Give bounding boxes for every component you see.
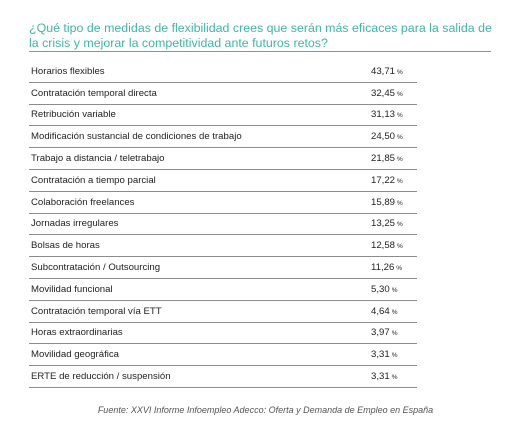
percent-unit: %	[391, 286, 398, 294]
row-label: Colaboración freelances	[29, 191, 371, 214]
table-row: Trabajo a distancia / teletrabajo 21,85%	[29, 147, 417, 170]
percent-unit: %	[391, 352, 398, 360]
row-label: Movilidad funcional	[29, 278, 371, 301]
row-label: ERTE de reducción / suspensión	[29, 365, 371, 388]
title-underline	[29, 51, 491, 52]
percent-unit: %	[397, 199, 403, 207]
row-value-cell: 17,22%	[371, 169, 417, 192]
table-row: Colaboración freelances 15,89%	[29, 191, 417, 214]
percent-unit: %	[391, 374, 398, 382]
percent-unit: %	[397, 68, 403, 76]
row-value-cell: 13,25%	[371, 213, 417, 236]
results-table-body: Horarios flexibles 43,71% Contratación tem…	[29, 61, 417, 388]
row-label: Retribución variable	[29, 104, 371, 127]
row-value-cell: 24,50%	[371, 125, 417, 149]
row-value-cell: 3,97%	[371, 322, 417, 345]
row-label: Trabajo a distancia / teletrabajo	[29, 147, 371, 170]
percent-unit: %	[391, 308, 398, 316]
source-note: Fuente: XXVI Informe Infoempleo Adecco: …	[97, 405, 434, 415]
table-row: Movilidad geográfica 3,31%	[29, 343, 417, 367]
table-row: Subcontratación / Outsourcing 11,26%	[29, 256, 417, 279]
row-value-cell: 3,31%	[371, 365, 417, 388]
results-table: Horarios flexibles 43,71% Contratación tem…	[29, 61, 417, 388]
row-value: 32,45	[371, 87, 396, 99]
row-value-cell: 5,30%	[371, 278, 417, 301]
percent-unit: %	[391, 330, 398, 338]
row-value: 43,71	[371, 65, 396, 77]
row-value: 13,25	[371, 218, 396, 230]
row-label: Contratación temporal directa	[29, 82, 371, 105]
table-row: Retribución variable 31,13%	[29, 104, 417, 127]
row-label: Horarios flexibles	[29, 61, 371, 83]
percent-unit: %	[397, 112, 403, 120]
row-value: 5,30	[371, 283, 390, 295]
row-value: 31,13	[371, 109, 396, 121]
row-value: 3,31	[371, 371, 390, 383]
chart-title: ¿Qué tipo de medidas de flexibilidad cre…	[29, 21, 492, 50]
row-value: 15,89	[371, 196, 396, 208]
row-value-cell: 12,58%	[371, 234, 417, 258]
row-value-cell: 31,13%	[371, 104, 417, 127]
percent-unit: %	[396, 265, 403, 273]
table-row: Contratación a tiempo parcial 17,22%	[29, 169, 417, 192]
row-label: Movilidad geográfica	[29, 343, 371, 367]
row-value: 3,97	[371, 327, 390, 339]
row-value-cell: 32,45%	[371, 82, 417, 105]
row-label: Contratación a tiempo parcial	[29, 169, 371, 192]
row-value: 3,31	[371, 349, 390, 361]
row-value-cell: 3,31%	[371, 343, 417, 367]
row-value: 11,26	[371, 262, 395, 274]
table-row: Movilidad funcional 5,30%	[29, 278, 417, 301]
row-value-cell: 15,89%	[371, 191, 417, 214]
row-value-cell: 11,26%	[371, 256, 417, 279]
row-value: 17,22	[371, 174, 396, 186]
table-row: Jornadas irregulares 13,25%	[29, 213, 417, 236]
row-value: 4,64	[371, 305, 390, 317]
row-label: Contratación temporal vía ETT	[29, 300, 371, 323]
row-label: Jornadas irregulares	[29, 213, 371, 236]
row-value-cell: 43,71%	[371, 61, 417, 83]
row-value: 21,85	[371, 153, 396, 165]
row-value: 24,50	[371, 131, 396, 143]
percent-unit: %	[397, 90, 403, 98]
table-row: Horas extraordinarias 3,97%	[29, 322, 417, 345]
table-row: Bolsas de horas 12,58%	[29, 234, 417, 258]
table-row: Contratación temporal directa 32,45%	[29, 82, 417, 105]
table-row: Modificación sustancial de condiciones d…	[29, 125, 417, 149]
row-label: Bolsas de horas	[29, 234, 371, 258]
percent-unit: %	[397, 156, 403, 164]
percent-unit: %	[397, 221, 403, 229]
percent-unit: %	[397, 134, 403, 142]
table-row: Horarios flexibles 43,71%	[29, 61, 417, 83]
percent-unit: %	[397, 177, 403, 185]
row-value: 12,58	[371, 240, 396, 252]
row-label: Subcontratación / Outsourcing	[29, 256, 371, 279]
row-value-cell: 21,85%	[371, 147, 417, 170]
row-value-cell: 4,64%	[371, 300, 417, 323]
table-row: ERTE de reducción / suspensión 3,31%	[29, 365, 417, 388]
row-label: Horas extraordinarias	[29, 322, 371, 345]
percent-unit: %	[397, 243, 403, 251]
table-row: Contratación temporal vía ETT 4,64%	[29, 300, 417, 323]
row-label: Modificación sustancial de condiciones d…	[29, 125, 371, 149]
